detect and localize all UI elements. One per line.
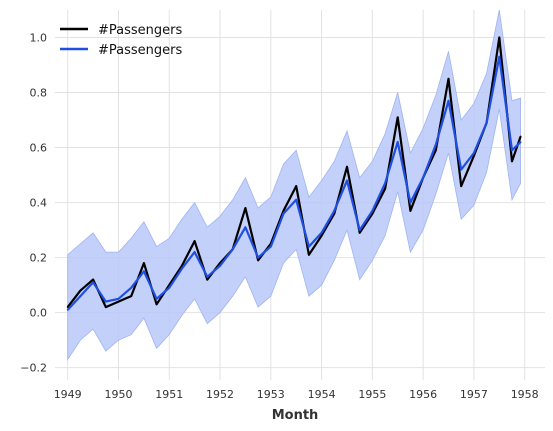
data-point (384, 182, 386, 185)
data-point (168, 286, 171, 289)
data-point (104, 300, 107, 303)
data-point (79, 289, 82, 292)
legend: #Passengers #Passengers (60, 23, 182, 58)
data-point (447, 77, 450, 80)
data-point (308, 253, 310, 256)
data-point (422, 176, 424, 179)
y-tick-label: 0.2 (30, 252, 48, 265)
x-tick-label: 1952 (206, 388, 234, 401)
data-point (130, 286, 133, 289)
data-point (371, 209, 374, 212)
data-point (282, 212, 285, 215)
legend-label-0: #Passengers (98, 23, 182, 38)
x-tick-label: 1951 (155, 388, 183, 401)
data-point (295, 198, 298, 201)
data-point (434, 143, 437, 146)
data-point (193, 251, 196, 254)
data-point (155, 297, 158, 300)
data-point (308, 245, 310, 248)
y-tick-label: −0.2 (20, 362, 47, 375)
data-point (155, 303, 158, 306)
data-point (79, 295, 82, 297)
data-point (384, 187, 386, 190)
series-lines (66, 36, 522, 311)
data-point (358, 229, 361, 232)
confidence-band (67, 9, 521, 361)
y-tick-label: 0.4 (30, 197, 48, 210)
data-point (358, 231, 361, 234)
data-point (409, 209, 412, 212)
data-point (346, 165, 348, 168)
data-point (66, 309, 69, 311)
legend-label-1: #Passengers (98, 43, 182, 58)
data-point (498, 36, 501, 39)
x-tick-label: 1956 (409, 388, 437, 401)
data-point (498, 55, 501, 58)
data-point (92, 278, 94, 281)
data-point (244, 226, 247, 229)
y-tick-label: 0.6 (30, 142, 48, 155)
data-point (519, 141, 522, 143)
data-point (320, 231, 323, 234)
x-axis-title: Month (272, 408, 319, 423)
data-point (206, 278, 209, 281)
x-tick-label: 1953 (257, 388, 285, 401)
x-tick-label: 1955 (358, 388, 386, 401)
data-point (396, 141, 399, 143)
data-point (409, 201, 412, 204)
x-tick-label: 1954 (308, 388, 336, 401)
data-point (269, 245, 272, 248)
data-point (66, 306, 69, 308)
x-tick-label: 1949 (54, 388, 82, 401)
data-point (219, 264, 221, 267)
data-point (257, 256, 259, 259)
data-point (117, 300, 120, 303)
data-point (485, 121, 488, 124)
data-point (396, 116, 399, 119)
data-point (473, 152, 475, 154)
data-point (117, 297, 120, 300)
data-point (460, 185, 463, 188)
data-point (143, 270, 145, 273)
data-point (434, 149, 437, 152)
data-point (282, 209, 285, 212)
data-point (460, 168, 463, 171)
x-tick-label: 1950 (104, 388, 132, 401)
data-point (92, 281, 94, 284)
data-point (130, 295, 133, 297)
x-tick-label: 1958 (511, 388, 539, 401)
confidence-bands (67, 9, 521, 361)
data-point (193, 240, 196, 243)
data-point (143, 262, 145, 264)
data-point (346, 179, 348, 182)
data-point (257, 259, 259, 262)
data-point (295, 185, 298, 188)
data-point (320, 234, 323, 237)
data-point (231, 248, 234, 251)
data-point (104, 306, 107, 308)
data-point (206, 275, 209, 278)
tick-labels: −0.2 0.0 0.2 0.4 0.6 0.8 1.0 1949 1950 1951 1952 19… (20, 32, 538, 401)
data-point (511, 149, 513, 152)
y-tick-label: 0.0 (30, 307, 48, 320)
data-point (519, 135, 522, 138)
x-tick-label: 1957 (460, 388, 488, 401)
y-tick-label: 1.0 (30, 32, 48, 45)
data-point (511, 160, 513, 163)
y-tick-label: 0.8 (30, 87, 48, 100)
data-point (447, 99, 450, 102)
data-point (244, 207, 247, 210)
data-point (333, 209, 336, 212)
data-point (181, 267, 183, 270)
